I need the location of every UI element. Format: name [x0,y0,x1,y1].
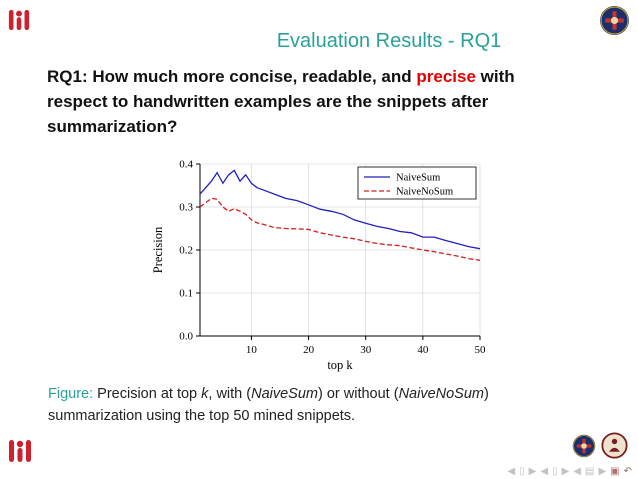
caption-text: , with ( [208,386,252,402]
question-text: RQ1: How much more concise, readable, an… [47,67,417,86]
red-mark-icon [8,9,30,31]
red-mark-icon [9,440,31,462]
x-tick-label: 50 [475,344,487,356]
y-axis-label: Precision [151,226,165,273]
precision-chart: 10 20 30 40 50 0.0 0.1 0.2 0.3 0.4 top k Precision N… [148,154,503,376]
nav-symbol-8[interactable]: ▶ [598,466,607,477]
caption-naivenosum-italic: NaiveNoSum [398,386,484,402]
nav-symbol-9[interactable]: ▣ [610,466,620,477]
caption-k-italic: k [201,386,209,402]
legend-label: NaiveSum [396,173,440,184]
chart-canvas: 10 20 30 40 50 0.0 0.1 0.2 0.3 0.4 top k Precision N… [151,159,487,373]
footer-logos [572,432,628,459]
nav-symbol-10[interactable]: ↶ [623,466,632,477]
nav-symbol-0[interactable]: ◀ [507,466,516,477]
nav-symbol-6[interactable]: ◀ [573,466,581,477]
figure-caption: Figure: Precision at top k, with (NaiveS… [48,383,602,427]
nav-symbol-5[interactable]: ▶ [561,466,570,477]
x-tick-label: 40 [417,344,429,356]
beamer-navigation-bar: ◀ ▯ ▶ ◀ ▯ ▶ ◀ ▤ ▶ ▣ ↶ [507,467,632,477]
nav-symbol-7[interactable]: ▤ [585,466,595,477]
caption-label: Figure: [48,386,94,402]
y-tick-label: 0.2 [179,245,193,257]
x-tick-label: 30 [360,344,372,356]
y-tick-label: 0.3 [179,202,193,214]
highlight-word: precise [416,67,476,86]
series-line-NaiveNoSum [199,197,481,261]
institution-logo-top-left [8,7,30,33]
crest-icon-small [572,434,596,457]
nav-symbol-4[interactable]: ▯ [552,466,558,477]
y-tick-label: 0.1 [179,288,193,300]
caption-line-1: Figure: Precision at top k, with (NaiveS… [48,383,602,405]
university-crest-top-right [599,5,630,36]
nav-symbol-1[interactable]: ▯ [519,466,525,477]
x-axis-label: top k [327,358,353,372]
research-question: RQ1: How much more concise, readable, an… [47,64,598,139]
question-line-1: RQ1: How much more concise, readable, an… [47,64,598,89]
caption-line-2: summarization using the top 50 mined sni… [48,408,356,424]
caption-text: Precision at top [93,386,202,402]
x-tick-label: 10 [246,344,258,356]
legend-label: NaiveNoSum [396,187,453,198]
legend-box [357,166,477,200]
question-text: with [475,67,515,86]
nav-symbol-3[interactable]: ◀ [540,466,549,477]
question-line-2: respect to handwritten examples are the … [47,92,489,111]
y-tick-label: 0.0 [179,331,193,343]
seal-icon [601,432,628,459]
institution-logo-bottom-left [8,437,32,465]
x-tick-label: 20 [303,344,315,356]
page-title: Evaluation Results - RQ1 [276,30,502,52]
crest-icon [600,6,629,35]
caption-text: ) [484,386,489,402]
question-line-3: summarization? [47,117,178,136]
y-tick-label: 0.4 [179,159,193,171]
caption-text: ) or without ( [317,386,399,402]
nav-symbol-2[interactable]: ▶ [528,466,537,477]
series-line-NaiveSum [199,169,481,250]
caption-naivesum-italic: NaiveSum [251,386,318,402]
